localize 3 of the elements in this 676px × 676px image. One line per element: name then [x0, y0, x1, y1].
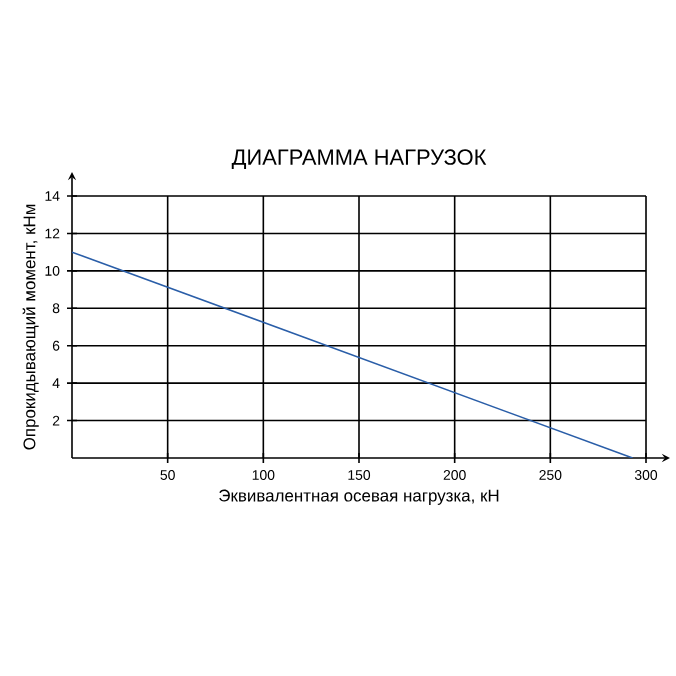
y-axis-title: Опрокидывающий момент, кНм [22, 204, 39, 450]
x-axis-title: Эквивалентная осевая нагрузка, кН [219, 489, 499, 505]
chart-title: ДИАГРАММА НАГРУЗОК [231, 149, 487, 170]
